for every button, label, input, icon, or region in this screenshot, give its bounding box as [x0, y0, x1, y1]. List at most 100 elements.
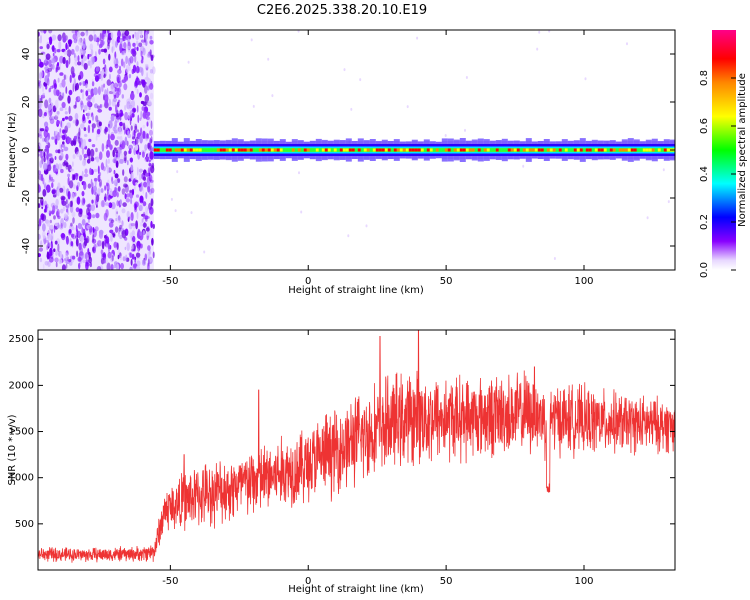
carrier-fluct	[363, 140, 370, 144]
noise-speck	[108, 66, 113, 73]
carrier-fluct	[393, 139, 400, 144]
carrier-fluct	[525, 156, 532, 162]
carrier-peak	[378, 148, 382, 152]
carrier-fluct	[633, 139, 640, 144]
carrier-fluct	[435, 142, 442, 144]
noise-speck	[142, 201, 147, 207]
noise-speck	[82, 198, 86, 204]
noise-speck	[124, 74, 129, 82]
noise-speck	[142, 130, 146, 139]
carrier-fluct	[261, 138, 268, 144]
carrier-peak	[573, 148, 577, 152]
noise-speck	[86, 212, 92, 220]
sparse-speck	[203, 250, 206, 254]
carrier-peak	[630, 148, 634, 152]
noise-speck	[130, 212, 134, 221]
carrier-fluct	[537, 141, 544, 144]
noise-speck	[46, 251, 50, 260]
carrier-peak	[366, 148, 370, 152]
noise-speck	[151, 237, 154, 246]
noise-speck	[150, 198, 154, 207]
noise-speck	[110, 233, 113, 242]
carrier-fluct	[399, 141, 406, 144]
noise-speck	[128, 144, 134, 150]
noise-speck	[55, 149, 59, 154]
noise-speck	[103, 196, 107, 201]
carrier-peak	[576, 148, 580, 152]
carrier-peak	[498, 148, 502, 152]
noise-speck	[99, 32, 102, 42]
noise-speck	[95, 115, 99, 123]
carrier-peak	[294, 148, 298, 152]
carrier-peak	[168, 148, 172, 152]
noise-speck	[90, 148, 95, 158]
noise-speck	[129, 266, 133, 270]
y-tick-label: -20	[21, 190, 32, 206]
noise-speck	[93, 177, 98, 182]
carrier-peak	[612, 148, 616, 152]
carrier-fluct	[219, 140, 226, 144]
noise-speck	[112, 149, 115, 158]
noise-speck	[76, 151, 81, 158]
noise-speck	[55, 198, 59, 206]
noise-speck	[136, 61, 139, 68]
noise-speck	[47, 67, 53, 72]
noise-speck	[126, 193, 130, 198]
noise-speck	[97, 165, 100, 175]
carrier-fluct	[381, 139, 388, 144]
carrier-peak	[657, 148, 661, 152]
carrier-fluct	[501, 156, 508, 162]
carrier-peak	[636, 148, 640, 152]
noise-speck	[107, 252, 112, 259]
noise-speck	[124, 246, 127, 251]
noise-speck	[76, 181, 81, 188]
noise-speck	[129, 56, 134, 64]
noise-speck	[132, 34, 135, 39]
sparse-speck	[553, 257, 556, 260]
carrier-peak	[348, 148, 352, 152]
noise-speck	[63, 146, 69, 152]
noise-speck	[46, 207, 51, 214]
noise-speck	[146, 231, 150, 236]
noise-speck	[98, 43, 103, 49]
colorbar-label: Normalized spectral amplitude	[737, 73, 748, 227]
carrier-peak	[159, 148, 163, 152]
carrier-peak	[189, 148, 193, 152]
carrier-peak	[243, 148, 247, 152]
carrier-fluct	[429, 141, 436, 144]
noise-speck	[66, 122, 71, 129]
noise-speck	[150, 54, 154, 62]
carrier-peak	[177, 148, 181, 152]
noise-speck	[135, 182, 138, 186]
noise-speck	[113, 82, 118, 89]
noise-speck	[85, 90, 89, 97]
carrier-peak	[453, 148, 457, 152]
noise-speck	[128, 66, 131, 71]
carrier-peak	[510, 148, 514, 152]
carrier-fluct	[579, 156, 586, 162]
noise-speck	[83, 181, 87, 191]
noise-speck	[44, 52, 47, 57]
noise-speck	[88, 120, 92, 124]
noise-speck	[100, 188, 104, 193]
carrier-fluct	[543, 156, 550, 161]
noise-speck	[88, 251, 91, 259]
noise-speck	[85, 262, 90, 267]
noise-speck	[134, 206, 138, 213]
noise-speck	[90, 157, 95, 162]
noise-speck	[149, 40, 154, 45]
noise-speck	[147, 258, 150, 267]
noise-speck	[50, 243, 54, 250]
carrier-fluct	[243, 156, 250, 159]
carrier-peak	[441, 148, 445, 152]
noise-speck	[120, 255, 122, 261]
noise-speck	[55, 67, 58, 73]
carrier-peak	[324, 148, 328, 152]
sparse-speck	[626, 42, 628, 46]
carrier-fluct	[483, 139, 490, 144]
noise-speck	[79, 234, 85, 243]
noise-speck	[149, 256, 153, 263]
carrier-fluct	[531, 141, 538, 144]
noise-speck	[124, 30, 130, 36]
noise-speck	[132, 99, 135, 109]
